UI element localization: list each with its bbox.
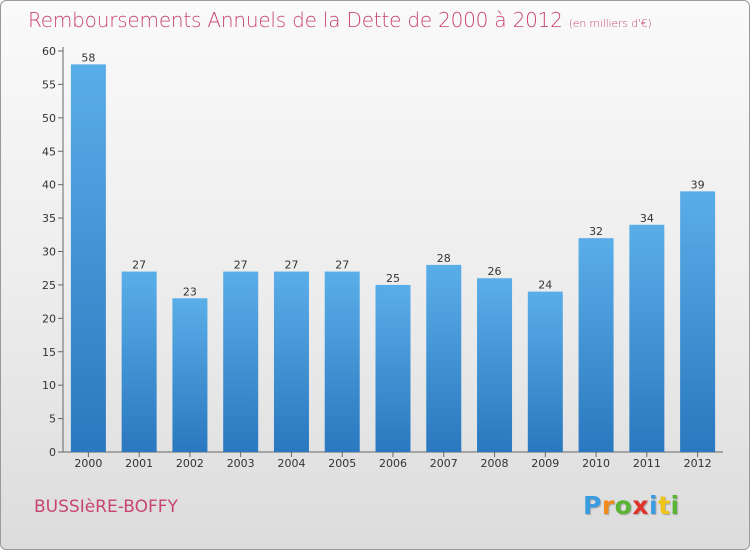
logo-letter: i bbox=[670, 491, 680, 520]
bar-value-label: 34 bbox=[640, 212, 654, 225]
y-tick-label: 60 bbox=[42, 45, 56, 58]
bar-value-label: 28 bbox=[437, 252, 451, 265]
y-tick-label: 35 bbox=[42, 212, 56, 225]
x-tick-label: 2012 bbox=[684, 457, 712, 470]
x-tick-label: 2001 bbox=[125, 457, 153, 470]
bar-value-label: 27 bbox=[234, 259, 248, 272]
bar-value-label: 23 bbox=[183, 285, 197, 298]
x-tick-label: 2002 bbox=[176, 457, 204, 470]
x-tick-label: 2010 bbox=[582, 457, 610, 470]
y-tick-label: 25 bbox=[42, 279, 56, 292]
bar bbox=[273, 271, 309, 452]
logo-letter: t bbox=[658, 491, 671, 520]
logo-letter: r bbox=[601, 491, 615, 520]
bar bbox=[121, 271, 157, 452]
bar bbox=[578, 238, 614, 452]
town-name: BUSSIèRE-BOFFY bbox=[34, 497, 178, 517]
bar bbox=[426, 264, 462, 452]
bar-value-label: 32 bbox=[589, 225, 603, 238]
y-tick-label: 10 bbox=[42, 379, 56, 392]
bar-value-label: 27 bbox=[284, 259, 298, 272]
bar bbox=[375, 284, 411, 452]
bar bbox=[324, 271, 360, 452]
x-tick-label: 2006 bbox=[379, 457, 407, 470]
x-tick-label: 2008 bbox=[481, 457, 509, 470]
chart-subtitle: (en milliers d'€) bbox=[568, 17, 652, 30]
x-tick-label: 2000 bbox=[74, 457, 102, 470]
bar bbox=[527, 291, 563, 452]
x-tick-label: 2009 bbox=[531, 457, 559, 470]
bar-value-label: 27 bbox=[335, 259, 349, 272]
bar bbox=[70, 64, 106, 452]
logo-letter: x bbox=[632, 491, 649, 520]
x-tick-label: 2007 bbox=[430, 457, 458, 470]
chart-title-text: Remboursements Annuels de la Dette de 20… bbox=[28, 8, 563, 32]
bar bbox=[629, 224, 665, 452]
bar bbox=[477, 278, 513, 452]
bar-value-label: 24 bbox=[538, 279, 552, 292]
y-tick-label: 40 bbox=[42, 179, 56, 192]
y-tick-label: 45 bbox=[42, 145, 56, 158]
x-tick-label: 2011 bbox=[633, 457, 661, 470]
bar-value-label: 39 bbox=[691, 178, 705, 191]
x-tick-label: 2005 bbox=[328, 457, 356, 470]
x-tick-label: 2004 bbox=[277, 457, 305, 470]
y-tick-label: 15 bbox=[42, 346, 56, 359]
logo-letter: o bbox=[614, 491, 633, 520]
y-tick-label: 30 bbox=[42, 246, 56, 259]
x-tick-label: 2003 bbox=[227, 457, 255, 470]
y-tick-label: 0 bbox=[49, 446, 56, 459]
chart-title: Remboursements Annuels de la Dette de 20… bbox=[28, 8, 652, 32]
bar bbox=[680, 191, 716, 452]
y-tick-label: 5 bbox=[49, 413, 56, 426]
logo-letter: P bbox=[583, 491, 602, 520]
bar bbox=[172, 298, 208, 452]
y-tick-label: 20 bbox=[42, 312, 56, 325]
bar-value-label: 25 bbox=[386, 272, 400, 285]
y-tick-label: 50 bbox=[42, 112, 56, 125]
bar-value-label: 58 bbox=[81, 51, 95, 64]
bar bbox=[223, 271, 259, 452]
bar-value-label: 27 bbox=[132, 259, 146, 272]
logo-letter: i bbox=[649, 491, 659, 520]
proxiti-logo: Proxiti bbox=[583, 491, 680, 520]
bar-value-label: 26 bbox=[488, 265, 502, 278]
y-tick-label: 55 bbox=[42, 78, 56, 91]
